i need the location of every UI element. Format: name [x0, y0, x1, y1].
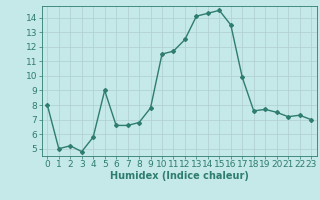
X-axis label: Humidex (Indice chaleur): Humidex (Indice chaleur): [110, 171, 249, 181]
